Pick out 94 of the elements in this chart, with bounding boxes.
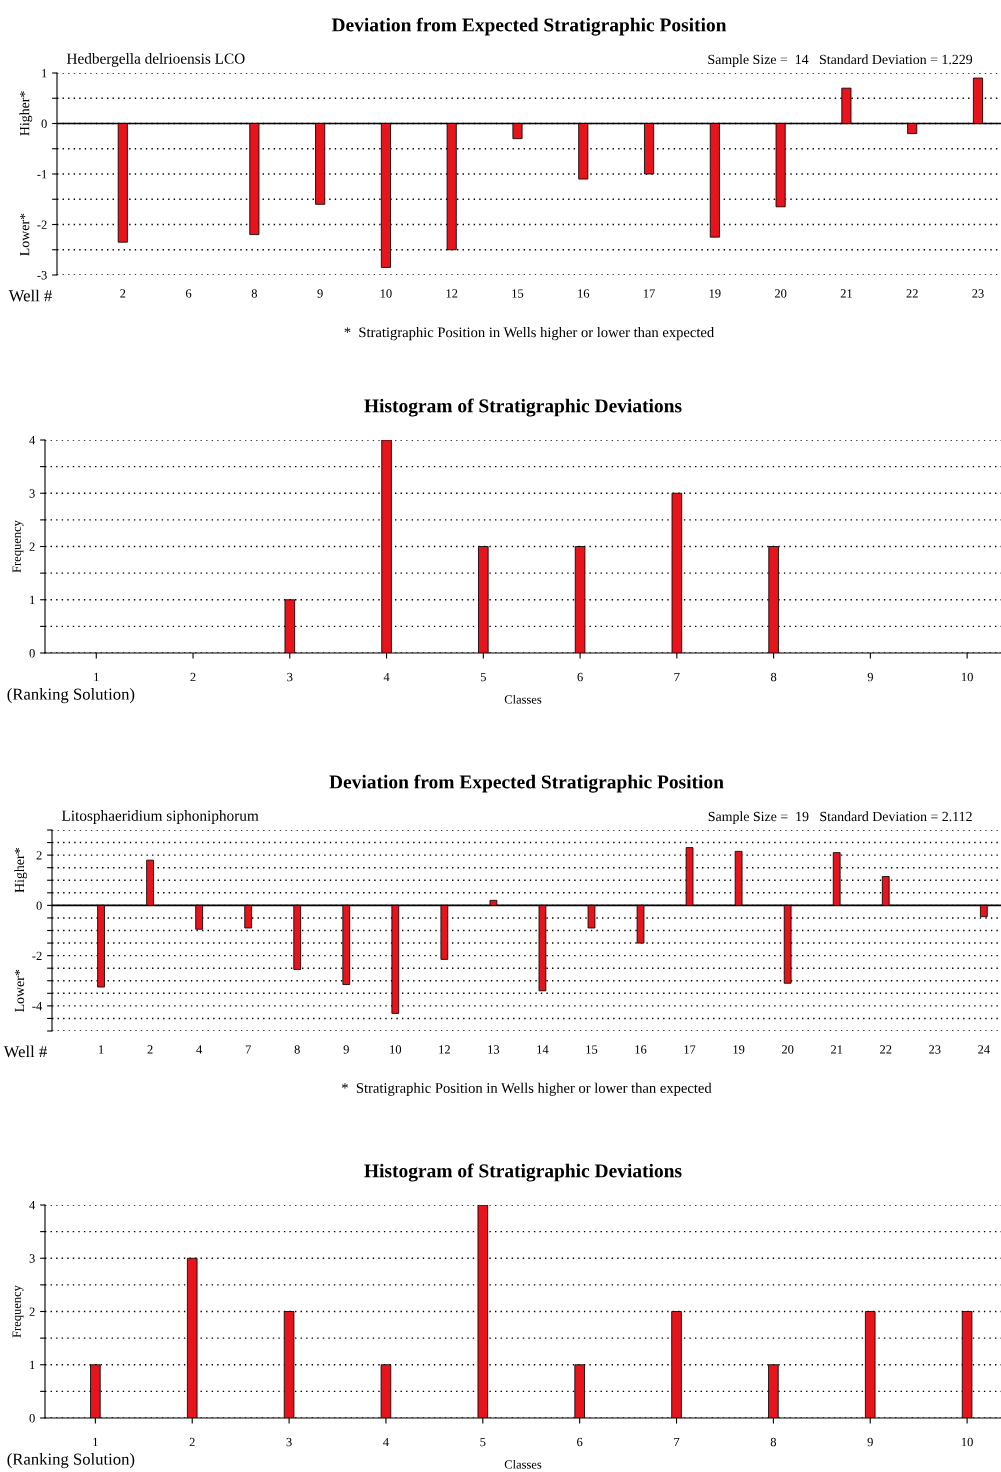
chart-title: Deviation from Expected Stratigraphic Position (331, 17, 727, 36)
text: Higher* (14, 848, 27, 893)
x-tick-label: 19 (733, 1045, 745, 1054)
y-tick-label: 1 (42, 69, 47, 78)
text: Lower* (20, 213, 30, 256)
x-tick-label: 9 (867, 1437, 873, 1447)
x-tick-label: 6 (185, 289, 192, 298)
x-tick-label: 7 (245, 1045, 251, 1054)
x-tick-label: 8 (251, 289, 257, 298)
text: * Stratigraphic Position in Wells higher or lower than expected (344, 326, 714, 341)
x-axis-title: Classes (504, 1459, 542, 1469)
chart-subtitle: Hedbergella delrioensis LCO (66, 53, 245, 67)
x-tick-label: 14 (537, 1045, 549, 1054)
x-tick-label: 23 (929, 1045, 941, 1054)
x-tick-label: 1 (93, 1437, 98, 1447)
y-tick-label: -4 (32, 1001, 43, 1011)
x-tick-label: 6 (577, 1437, 583, 1447)
y-tick-label: 0 (41, 119, 47, 128)
x-tick-label: 16 (578, 289, 590, 298)
x-tick-label: 10 (961, 672, 973, 682)
y-tick-label: 1 (30, 595, 35, 605)
x-axis-title: Classes (504, 694, 542, 704)
text: * Stratigraphic Position in Wells higher or lower than expected (342, 1082, 712, 1096)
y-tick-label: 0 (29, 649, 35, 658)
y-tick-label: 0 (36, 901, 42, 910)
y-tick-label: 2 (29, 1307, 35, 1316)
y-tick-label: -3 (37, 271, 47, 280)
text: (Ranking Solution) (7, 1453, 135, 1469)
text: (Ranking Solution) (7, 688, 135, 704)
chart-title: Histogram of Stratigraphic Deviations (364, 1163, 682, 1182)
text: Lower* (14, 969, 25, 1012)
x-tick-label: 9 (343, 1045, 349, 1054)
x-tick-label: 8 (770, 672, 777, 682)
x-tick-label: 20 (774, 289, 787, 298)
x-tick-label: 3 (287, 672, 293, 682)
x-tick-label: 3 (286, 1437, 292, 1447)
x-tick-label: 15 (512, 289, 524, 298)
chart-title: Deviation from Expected Stratigraphic Position (329, 774, 724, 793)
text: Sample Size = 14 Standard Deviation = 1.229 (708, 54, 973, 67)
x-tick-label: 24 (978, 1045, 990, 1054)
x-tick-label: 20 (781, 1045, 794, 1054)
x-tick-label: 4 (196, 1045, 203, 1054)
text: Higher* (19, 91, 33, 136)
y-tick-label: 3 (29, 1254, 35, 1263)
x-tick-label: 7 (674, 672, 680, 682)
y-tick-label: -2 (32, 951, 42, 960)
x-tick-label: 5 (480, 672, 486, 682)
x-tick-label: 13 (488, 1045, 500, 1054)
x-tick-label: 4 (383, 672, 390, 682)
text: Sample Size = 19 Standard Deviation = 2.112 (708, 811, 972, 824)
x-tick-label: 21 (831, 1045, 843, 1054)
x-tick-label: 4 (383, 1437, 389, 1447)
x-axis-title: Well # (3, 1045, 47, 1058)
x-tick-label: 8 (294, 1045, 300, 1054)
x-tick-label: 22 (880, 1045, 892, 1054)
y-tick-label: 1 (30, 1360, 35, 1370)
chart-subtitle: Litosphaeridium siphoniphorum (61, 810, 259, 824)
x-axis-title: Well # (8, 289, 52, 302)
x-tick-label: 1 (94, 672, 99, 682)
y-tick-label: 0 (29, 1414, 35, 1423)
x-tick-label: 10 (380, 289, 392, 298)
chart-title: Histogram of Stratigraphic Deviations (364, 398, 682, 417)
y-tick-label: 2 (36, 851, 42, 860)
x-tick-label: 10 (390, 1045, 402, 1054)
x-tick-label: 16 (635, 1045, 647, 1054)
x-tick-label: 2 (190, 672, 196, 682)
x-tick-label: 9 (317, 289, 323, 298)
y-tick-label: 4 (29, 1201, 36, 1210)
y-tick-label: 2 (29, 542, 35, 551)
x-tick-label: 17 (643, 289, 655, 298)
x-tick-label: 23 (972, 289, 984, 298)
x-tick-label: 17 (684, 1045, 696, 1054)
x-tick-label: 8 (770, 1437, 777, 1447)
x-tick-label: 2 (147, 1045, 153, 1054)
x-tick-label: 7 (674, 1437, 680, 1447)
x-tick-label: 2 (120, 289, 126, 298)
y-tick-label: -2 (37, 220, 47, 229)
x-tick-label: 1 (99, 1045, 104, 1054)
x-tick-label: 21 (840, 289, 852, 298)
x-tick-label: 5 (480, 1437, 486, 1447)
x-tick-label: 6 (577, 672, 583, 682)
x-tick-label: 15 (586, 1045, 598, 1054)
x-tick-label: 19 (709, 289, 721, 298)
x-tick-label: 10 (961, 1437, 973, 1447)
y-tick-label: -1 (37, 170, 47, 179)
y-tick-label: 3 (29, 489, 35, 498)
y-axis-title: Frequency (12, 1285, 24, 1338)
x-tick-label: 2 (189, 1437, 195, 1447)
y-tick-label: 4 (29, 436, 36, 445)
x-tick-label: 9 (867, 672, 873, 682)
y-axis-title: Frequency (12, 520, 24, 573)
x-tick-label: 12 (439, 1045, 450, 1054)
x-tick-label: 22 (906, 289, 918, 298)
x-tick-label: 12 (446, 289, 458, 298)
